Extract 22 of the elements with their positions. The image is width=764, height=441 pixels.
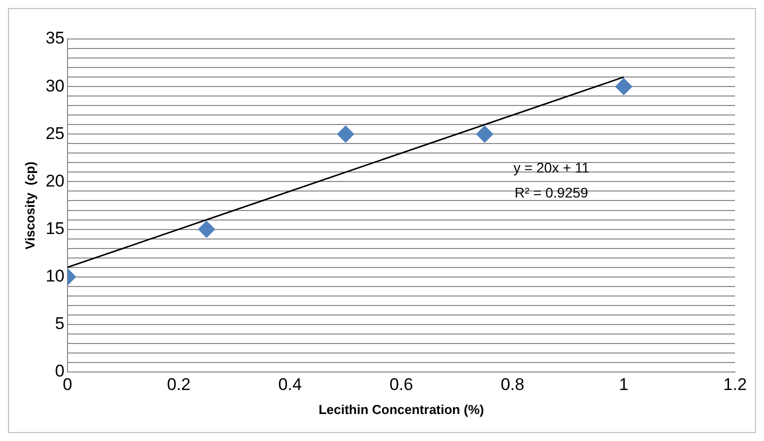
y-tick-label: 5 (55, 314, 65, 334)
x-tick-label: 1.2 (723, 374, 747, 394)
x-tick-label: 1 (619, 374, 628, 394)
x-tick-label: 0.2 (166, 374, 191, 394)
x-tick-label: 0.4 (278, 374, 302, 394)
y-tick-label: 30 (46, 76, 65, 96)
y-tick-label: 0 (55, 362, 65, 381)
x-axis-title: Lecithin Concentration (%) (318, 402, 484, 417)
point (198, 220, 216, 238)
annotation: R² = 0.9259 (514, 184, 588, 201)
x-tick-label: 0.8 (500, 374, 524, 394)
y-tick-label: 25 (46, 124, 65, 143)
point (615, 78, 632, 96)
x-tick-label: 0.6 (389, 374, 414, 394)
point (476, 126, 494, 143)
y-tick-label: 20 (46, 171, 65, 190)
y-tick-label: 10 (46, 266, 65, 286)
annotation: y = 20x + 11 (513, 160, 590, 176)
y-tick-label: 35 (46, 28, 65, 48)
point (337, 126, 354, 143)
y-axis-title: Viscosity (cp) (22, 162, 38, 250)
y-tick-label: 15 (46, 218, 65, 238)
